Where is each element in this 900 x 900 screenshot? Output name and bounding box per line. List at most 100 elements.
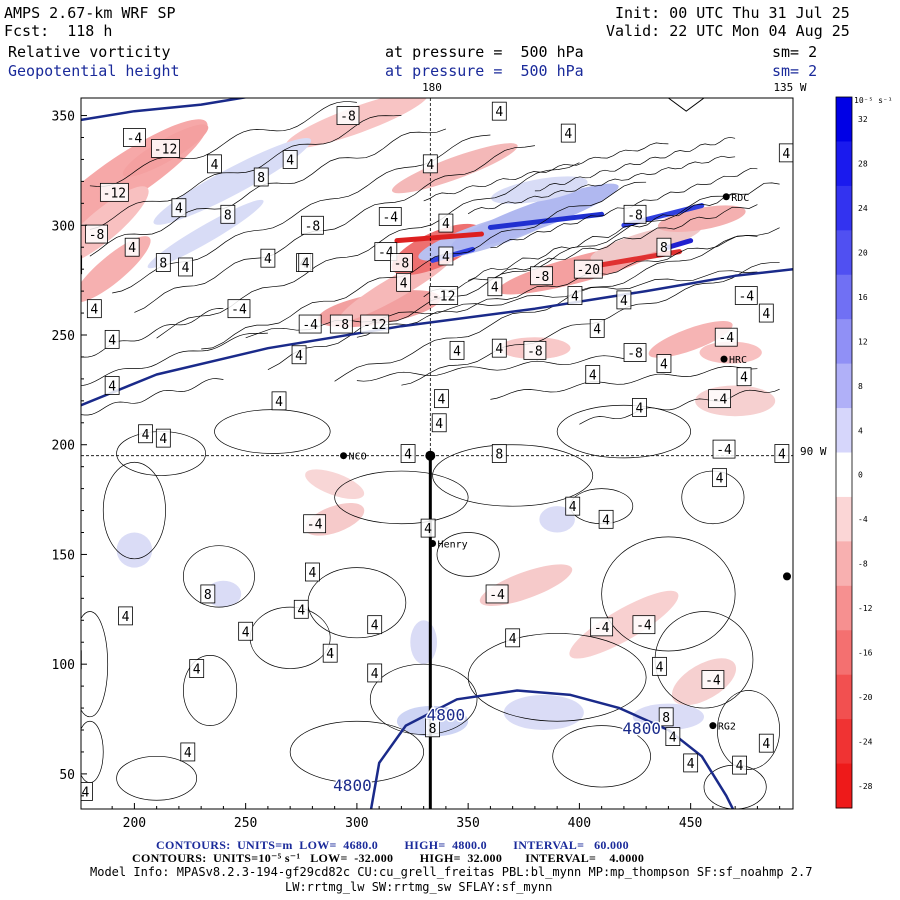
vorticity-label: -8 [627,347,643,362]
vorticity-label: -12 [103,186,126,201]
vorticity-label: 4 [453,344,461,359]
colorbar-label: 24 [858,204,868,213]
vorticity-label: -4 [489,588,505,603]
vorticity-label: -4 [738,290,754,305]
vorticity-core [487,211,605,230]
vorticity-label-box [422,154,438,174]
vorticity-label-box [151,139,180,158]
station-marker [722,193,730,201]
vorticity-label-box [304,562,320,582]
vorticity-label: 8 [662,711,670,726]
vorticity-label-box [271,391,287,411]
height-contour-label: 4800 [622,719,661,738]
vorticity-label-box [565,496,581,516]
vorticity-label-box [632,398,647,417]
valid-time: Valid: 22 UTC Mon 04 Aug 25 [606,22,850,40]
vorticity-label: -12 [154,142,177,157]
vorticity-shade [695,385,776,417]
vorticity-label-box [81,782,93,801]
vorticity-label: -4 [378,246,394,261]
vorticity-label-box [530,266,553,286]
station-marker [720,355,728,363]
vorticity-label: 4 [182,261,190,276]
vorticity-label-box [329,314,353,334]
vorticity-label-box [623,343,647,362]
vorticity-contour [134,145,535,313]
colorbar-label: 12 [858,337,868,346]
colorbar-label: 4 [858,426,863,435]
vorticity-label-box [360,314,390,334]
colorbar-label: -24 [858,737,873,746]
vorticity-label-box [389,253,413,272]
colorbar-label: 16 [858,293,868,302]
vorticity-contour [716,690,780,770]
vorticity-label: -8 [305,219,321,234]
vorticity-contour [423,142,669,202]
vorticity-label-box [656,237,672,257]
vorticity-label-box [732,755,747,775]
vorticity-contour [183,655,238,726]
model-info: Model Info: MPASv8.2.3-194-gf29cd82c CU:… [90,865,813,879]
vorticity-label: 8 [429,722,437,737]
vorticity-label-box [99,182,129,202]
vorticity-label-box [189,659,205,678]
vorticity-contour [490,366,758,400]
vorticity-label-box [253,167,269,187]
vorticity-label: 4 [571,290,579,305]
vorticity-label: -8 [340,110,356,125]
vorticity-contour [467,155,736,215]
vorticity-label: 4 [90,303,98,318]
vorticity-contour [356,235,758,338]
vorticity-label: 4 [184,746,192,761]
colorbar-swatch [836,452,852,498]
vorticity-contour [356,355,624,382]
lon-label-90w: 90 W [800,445,827,458]
field2-smoothing: sm= 2 [772,62,818,80]
lon-label-180: 180 [422,81,442,94]
vorticity-label-box [734,286,758,305]
vorticity-label: -20 [577,263,600,278]
vorticity-contour [601,536,736,652]
geopotential-contour [81,267,793,407]
vorticity-label-box [590,617,614,637]
colorbar-label: -8 [858,560,868,569]
colorbar: 32 28 24 20 16 12 8 4 0 -4 -8 -12 -16 -20 -24 -28 10⁻⁵ s… [835,96,893,809]
init-time: Init: 00 UTC Thu 31 Jul 25 [615,4,850,22]
vorticity-label-box [712,439,736,459]
station-label: HRC [729,355,747,366]
vorticity-contour [89,115,402,230]
vorticity-contour [432,444,594,507]
vorticity-label-box [180,742,196,762]
vorticity-label-box [52,782,66,800]
vorticity-contour [183,545,255,608]
vorticity-label-box [104,329,120,349]
colorbar-swatch [836,719,852,765]
colorbar-label: -16 [858,648,873,657]
colorbar-swatch [836,363,852,409]
field2-pressure: at pressure = 500 hPa [385,62,584,80]
vorticity-label: 4 [193,663,201,678]
vorticity-label-box [434,389,449,409]
vorticity-label: -4 [307,518,323,533]
vorticity-contour [556,404,692,459]
field1-pressure: at pressure = 500 hPa [385,43,584,61]
vorticity-label-box [86,299,102,319]
vorticity-label-box [155,253,171,272]
vorticity-label-box [171,198,187,218]
vorticity-contour [249,606,331,669]
vorticity-label-box [431,413,447,433]
model-title: AMPS 2.67-km WRF SP [4,4,176,22]
geopotential-contour [81,98,249,122]
vorticity-contour [369,663,478,735]
vorticity-label-box [336,106,360,125]
vorticity-label: -8 [49,294,65,309]
vorticity-label-box [303,514,327,534]
vorticity-label-box [227,299,251,319]
vorticity-label: 8 [224,208,232,223]
vorticity-label: 8 [159,257,167,272]
vorticity-label-box [298,314,322,334]
field2-name: Geopotential height [8,62,180,80]
vorticity-label: 4 [442,250,450,265]
plot-frame [80,97,794,810]
vorticity-label-box [560,123,576,143]
